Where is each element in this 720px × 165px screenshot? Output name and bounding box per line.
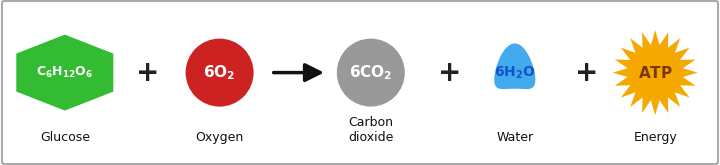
Text: Water: Water <box>496 131 534 144</box>
Text: Glucose: Glucose <box>40 131 90 144</box>
Text: $\mathbf{6H_2O}$: $\mathbf{6H_2O}$ <box>494 64 536 81</box>
Text: $\mathbf{6CO_2}$: $\mathbf{6CO_2}$ <box>349 63 392 82</box>
Polygon shape <box>494 43 536 89</box>
Text: +: + <box>438 59 462 87</box>
Text: Energy: Energy <box>634 131 677 144</box>
Text: $\mathbf{C_6H_{12}O_6}$: $\mathbf{C_6H_{12}O_6}$ <box>36 65 94 80</box>
Polygon shape <box>613 30 698 115</box>
Text: +: + <box>136 59 159 87</box>
Text: Oxygen: Oxygen <box>195 131 244 144</box>
Polygon shape <box>17 35 113 111</box>
Circle shape <box>337 39 405 107</box>
Text: $\mathbf{6O_2}$: $\mathbf{6O_2}$ <box>204 63 235 82</box>
Text: +: + <box>575 59 598 87</box>
Text: Carbon
dioxide: Carbon dioxide <box>348 115 394 144</box>
Text: $\mathbf{ATP}$: $\mathbf{ATP}$ <box>638 65 672 81</box>
Circle shape <box>630 47 680 98</box>
Circle shape <box>186 39 253 107</box>
